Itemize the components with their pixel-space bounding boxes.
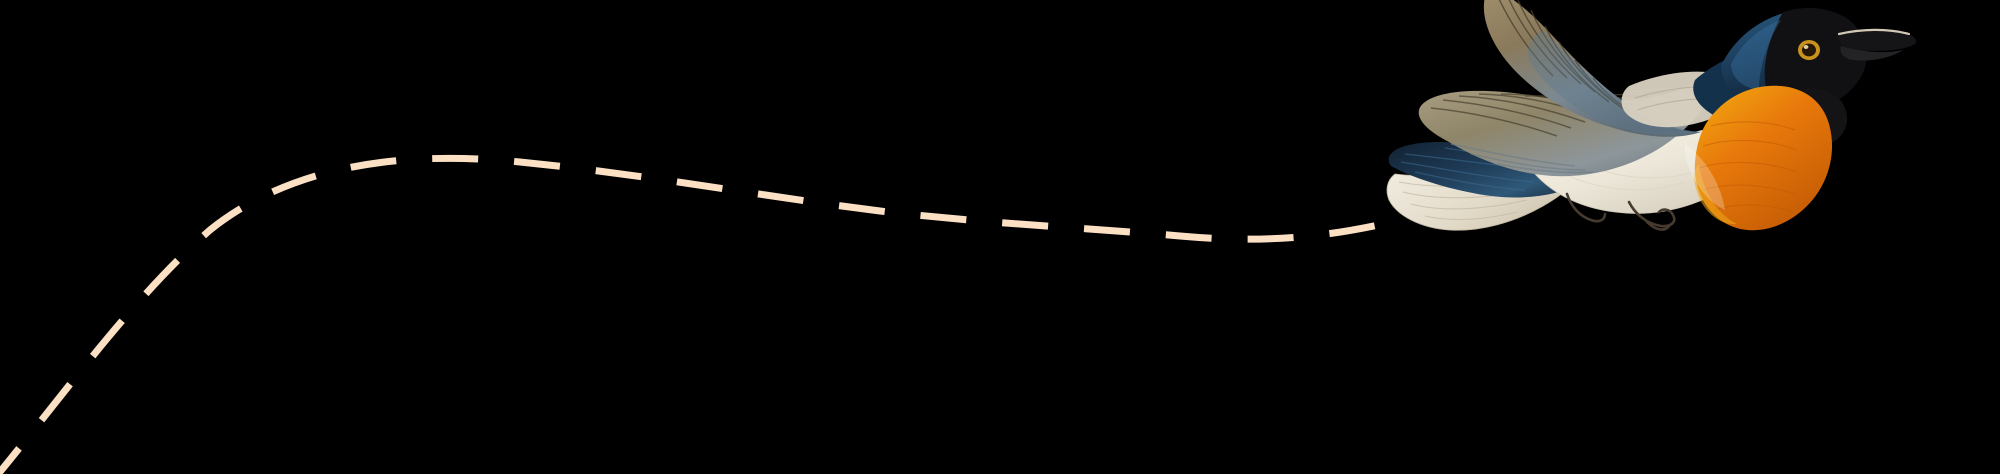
toe-hook [1645,220,1671,231]
eye-pupil [1802,43,1816,57]
throat-yellow-edge [1694,164,1737,225]
throat-texture [1698,121,1798,213]
dashed-flight-path [0,154,1393,474]
raised-wing-blue-sheen [1527,30,1701,136]
throat-patch [1694,85,1833,231]
bird-illustration [1386,0,1917,231]
beak-light-edge [1837,28,1911,36]
beak-upper [1837,29,1917,51]
breast-highlight [1685,144,1725,210]
raised-wing-group [1483,0,1701,137]
eye-highlight [1803,45,1809,49]
foot-right [1627,200,1676,228]
raised-wing [1483,0,1701,137]
beak-group [1837,28,1917,61]
raised-wing-feather-lines [1498,0,1656,125]
eye-group [1798,40,1820,60]
throat-group [1694,85,1833,231]
foot-left [1565,192,1607,223]
lower-wing [1418,66,1725,177]
lower-wing-tips [1450,143,1594,174]
crown-sheen [1731,20,1781,90]
beak-lower [1840,46,1903,61]
feet-group [1565,192,1676,231]
